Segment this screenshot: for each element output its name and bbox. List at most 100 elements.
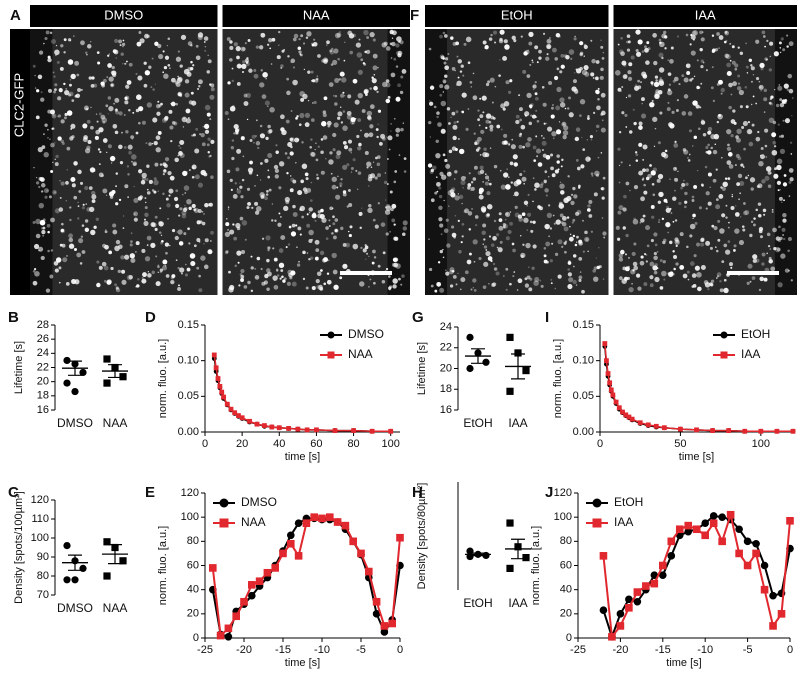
spot: [590, 39, 593, 42]
spot: [175, 203, 180, 209]
spot: [691, 30, 697, 36]
spot: [102, 120, 106, 124]
spot: [59, 180, 61, 182]
spot: [778, 135, 782, 138]
spot: [368, 286, 370, 288]
spot: [538, 56, 542, 60]
spot: [332, 59, 338, 66]
spot: [724, 53, 729, 59]
spot: [729, 59, 732, 62]
spot: [206, 143, 210, 147]
x-tick-label: -15: [275, 644, 291, 656]
spot: [430, 198, 435, 203]
spot: [391, 41, 396, 47]
spot: [311, 79, 316, 83]
spot: [177, 50, 180, 53]
spot: [175, 102, 179, 106]
spot: [764, 144, 768, 148]
spot: [131, 160, 133, 163]
spot: [280, 67, 283, 69]
spot: [115, 110, 120, 115]
spot: [232, 194, 238, 199]
y-axis-label: norm. fluo. [a.u.]: [157, 526, 169, 605]
spot: [208, 155, 211, 158]
spot: [110, 83, 114, 87]
spot: [69, 83, 72, 87]
spot: [40, 97, 45, 102]
spot: [626, 34, 631, 39]
spot: [556, 154, 560, 158]
marker: [209, 564, 217, 572]
spot: [784, 118, 791, 124]
spot: [686, 156, 689, 159]
spot: [233, 124, 239, 130]
spot: [669, 178, 671, 181]
spot: [146, 235, 152, 241]
spot: [654, 263, 658, 267]
spot: [335, 194, 341, 200]
spot: [726, 160, 732, 165]
y-axis-label: Density [spots/100µm²]: [13, 491, 25, 604]
spot: [513, 194, 515, 197]
marker: [620, 409, 625, 415]
spot: [278, 186, 282, 190]
spot: [778, 84, 781, 86]
spot: [394, 170, 398, 173]
marker: [211, 352, 217, 358]
spot: [733, 249, 736, 252]
spot: [459, 288, 462, 291]
spot: [654, 243, 658, 247]
spot: [275, 150, 279, 154]
spot: [316, 75, 319, 77]
spot: [392, 278, 398, 284]
spot: [117, 269, 121, 274]
spot: [488, 179, 490, 181]
spot: [602, 231, 607, 236]
spot: [479, 97, 482, 100]
spot: [516, 289, 519, 291]
spot: [548, 235, 551, 238]
spot: [269, 107, 275, 113]
y-tick-label: 22: [440, 342, 452, 354]
spot: [445, 269, 447, 272]
spot: [649, 164, 652, 167]
spot: [144, 197, 147, 200]
spot: [709, 246, 713, 250]
spot: [81, 250, 86, 254]
spot: [760, 154, 765, 160]
spot: [259, 45, 264, 50]
spot: [284, 152, 288, 155]
spot: [226, 37, 231, 41]
spot: [628, 62, 633, 67]
spot: [316, 176, 320, 180]
spot: [68, 237, 74, 243]
spot: [763, 88, 768, 93]
spot: [385, 79, 390, 83]
marker: [616, 610, 625, 618]
spot: [443, 199, 445, 202]
spot: [707, 143, 710, 147]
spot: [511, 242, 515, 246]
spot: [249, 138, 253, 142]
spot: [744, 210, 750, 216]
spot: [563, 226, 569, 232]
spot: [669, 59, 674, 64]
spot: [77, 217, 80, 220]
spot: [128, 150, 132, 155]
spot: [308, 257, 311, 261]
spot: [666, 107, 671, 112]
spot: [299, 208, 302, 211]
spot: [178, 145, 180, 147]
spot: [266, 287, 270, 291]
spot: [184, 204, 186, 207]
spot: [112, 229, 118, 235]
spot: [466, 259, 472, 265]
spot: [631, 283, 633, 285]
spot: [578, 186, 581, 189]
spot: [240, 274, 245, 279]
spot: [91, 194, 97, 200]
spot: [148, 142, 152, 146]
spot: [339, 185, 342, 188]
spot: [465, 127, 469, 131]
spot: [521, 212, 526, 217]
